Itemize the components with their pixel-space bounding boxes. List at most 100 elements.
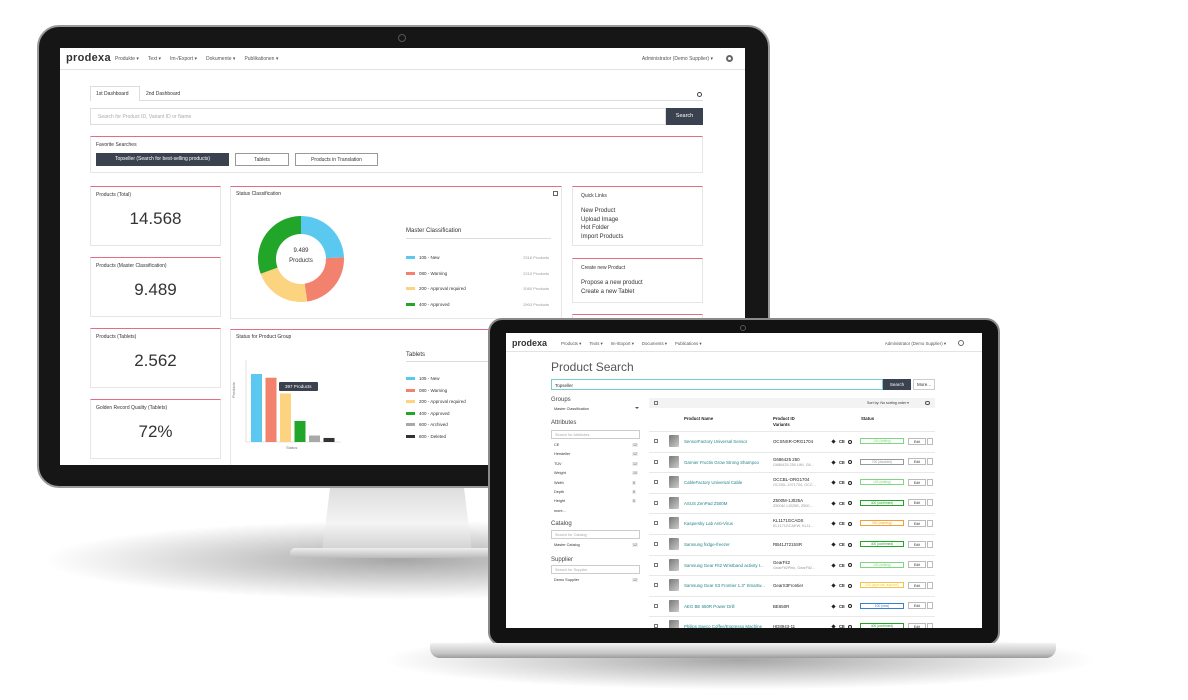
star-icon[interactable] — [831, 542, 836, 547]
checkbox[interactable] — [654, 480, 658, 485]
checkbox[interactable] — [654, 401, 658, 405]
star-icon[interactable] — [831, 501, 836, 506]
product-name[interactable]: Samsung Gear Fit2 Wristband activity t..… — [684, 562, 764, 568]
edit-button[interactable]: Edit — [908, 499, 926, 507]
nav-item[interactable]: Im-/Export ▾ — [610, 341, 634, 346]
sort-select[interactable]: Sort by: No sorting order ▾ — [867, 400, 909, 405]
gear-icon[interactable] — [848, 521, 852, 526]
checkbox[interactable] — [654, 542, 658, 546]
search-button[interactable]: Search — [883, 379, 911, 390]
search-input[interactable]: Search for Product ID, Variant ID or Nam… — [90, 108, 666, 125]
settings-icon[interactable] — [925, 400, 930, 405]
nav-item[interactable]: Publikationen ▾ — [244, 56, 279, 62]
group-select[interactable]: Master Classification — [554, 407, 590, 411]
star-icon[interactable] — [831, 562, 836, 568]
attribute[interactable]: Depth — [554, 490, 565, 494]
edit-button[interactable]: Edit — [908, 437, 926, 445]
edit-button[interactable]: Edit — [908, 622, 926, 628]
more-button[interactable]: More... — [913, 379, 935, 390]
edit-caret[interactable] — [927, 602, 933, 610]
nav-user[interactable]: Administrator (Demo Supplier) ▾ — [641, 56, 713, 62]
edit-caret[interactable] — [927, 622, 933, 628]
star-icon[interactable] — [831, 521, 836, 527]
create-link[interactable]: Propose a new product — [581, 280, 643, 286]
edit-button[interactable]: Edit — [908, 519, 926, 527]
edit-button[interactable]: Edit — [908, 478, 926, 486]
gear-icon[interactable] — [848, 583, 852, 588]
edit-button[interactable]: Edit — [908, 561, 926, 569]
product-name[interactable]: Kaspersky Lab Anti-Virus — [684, 521, 733, 527]
product-name[interactable]: Garnier Fructis Grow Strong Shampoo — [684, 459, 759, 465]
edit-caret[interactable] — [927, 540, 933, 548]
star-icon[interactable] — [831, 480, 836, 485]
checkbox[interactable] — [654, 459, 658, 464]
star-icon[interactable] — [831, 439, 836, 444]
product-name[interactable]: ASUS ZenPad Z500M — [684, 500, 728, 506]
checkbox[interactable] — [654, 583, 658, 588]
catalog-item[interactable]: Master Catalog — [554, 543, 580, 547]
product-name[interactable]: SensorFactory Universal Sensor — [684, 439, 748, 444]
edit-caret[interactable] — [927, 561, 933, 569]
nav-item[interactable]: Products ▾ — [561, 341, 582, 346]
attribute[interactable]: Height — [554, 499, 565, 504]
nav-item[interactable]: Produkte ▾ — [115, 56, 139, 62]
checkbox[interactable] — [654, 603, 658, 608]
edit-button[interactable]: Edit — [908, 602, 926, 610]
gear-icon[interactable] — [848, 439, 852, 444]
edit-caret[interactable] — [927, 437, 933, 445]
star-icon[interactable] — [831, 624, 836, 628]
checkbox[interactable] — [654, 562, 658, 567]
attribute[interactable]: Width — [554, 480, 564, 485]
edit-caret[interactable] — [927, 581, 933, 589]
gear-icon[interactable] — [848, 501, 852, 506]
checkbox[interactable] — [654, 624, 658, 628]
gear-icon[interactable] — [848, 624, 852, 628]
attribute[interactable]: Hersteller — [554, 452, 571, 457]
quick-link[interactable]: New Product — [581, 208, 616, 214]
product-name[interactable]: AEG BE 650R Power Drill — [684, 603, 735, 609]
quick-link[interactable]: Import Products — [581, 233, 624, 240]
edit-button[interactable]: Edit — [908, 540, 926, 548]
quick-link[interactable]: Upload Image — [581, 216, 619, 223]
product-name[interactable]: CableFactory Universal Cable — [684, 480, 743, 486]
checkbox[interactable] — [654, 500, 658, 505]
nav-item[interactable]: Im-/Export ▾ — [170, 56, 197, 62]
favorite-button[interactable]: Tablets — [235, 153, 289, 166]
edit-caret[interactable] — [927, 499, 933, 507]
gear-icon[interactable] — [848, 542, 852, 547]
checkbox[interactable] — [654, 439, 658, 443]
filter-input[interactable]: Search for Catalog — [551, 530, 640, 539]
attribute[interactable]: CE — [554, 443, 560, 447]
filter-input[interactable]: Search for Attributes — [551, 430, 640, 439]
nav-item[interactable]: Text ▾ — [147, 56, 161, 62]
search-button[interactable]: Search — [666, 108, 703, 125]
checkbox[interactable] — [654, 521, 658, 526]
supplier-item[interactable]: Demo Supplier — [554, 578, 580, 582]
nav-item[interactable]: Documents ▾ — [641, 341, 667, 346]
nav-item[interactable]: Texts ▾ — [589, 341, 603, 346]
star-icon[interactable] — [831, 583, 836, 588]
nav-item[interactable]: Dokumente ▾ — [205, 56, 236, 62]
favorite-button[interactable]: Topseller (Search for best-selling produ… — [96, 153, 229, 166]
create-link[interactable]: Create a new Tablet — [581, 289, 635, 295]
star-icon[interactable] — [831, 459, 836, 465]
edit-button[interactable]: Edit — [908, 581, 926, 589]
product-name[interactable]: Philips Saeco Coffee/Espresso Machine — [684, 624, 763, 628]
edit-caret[interactable] — [927, 478, 933, 486]
tab[interactable]: 1st Dashboard — [96, 91, 129, 97]
filter-input[interactable]: Search for Supplier — [551, 565, 640, 574]
external-icon[interactable] — [553, 191, 558, 196]
edit-button[interactable]: Edit — [908, 458, 926, 466]
tab[interactable]: 2nd Dashboard — [146, 91, 181, 97]
settings-icon[interactable] — [958, 340, 964, 346]
edit-caret[interactable] — [927, 458, 933, 466]
star-icon[interactable] — [831, 604, 836, 609]
gear-icon[interactable] — [848, 563, 852, 568]
tab-settings[interactable] — [697, 92, 702, 97]
gear-icon[interactable] — [848, 460, 852, 465]
gear-icon[interactable] — [848, 604, 852, 609]
nav-user[interactable]: Administrator (Demo Supplier) ▾ — [884, 341, 946, 346]
attribute[interactable]: TÜV — [554, 461, 562, 466]
gear-icon[interactable] — [848, 480, 852, 485]
attribute[interactable]: Weight — [554, 471, 566, 476]
